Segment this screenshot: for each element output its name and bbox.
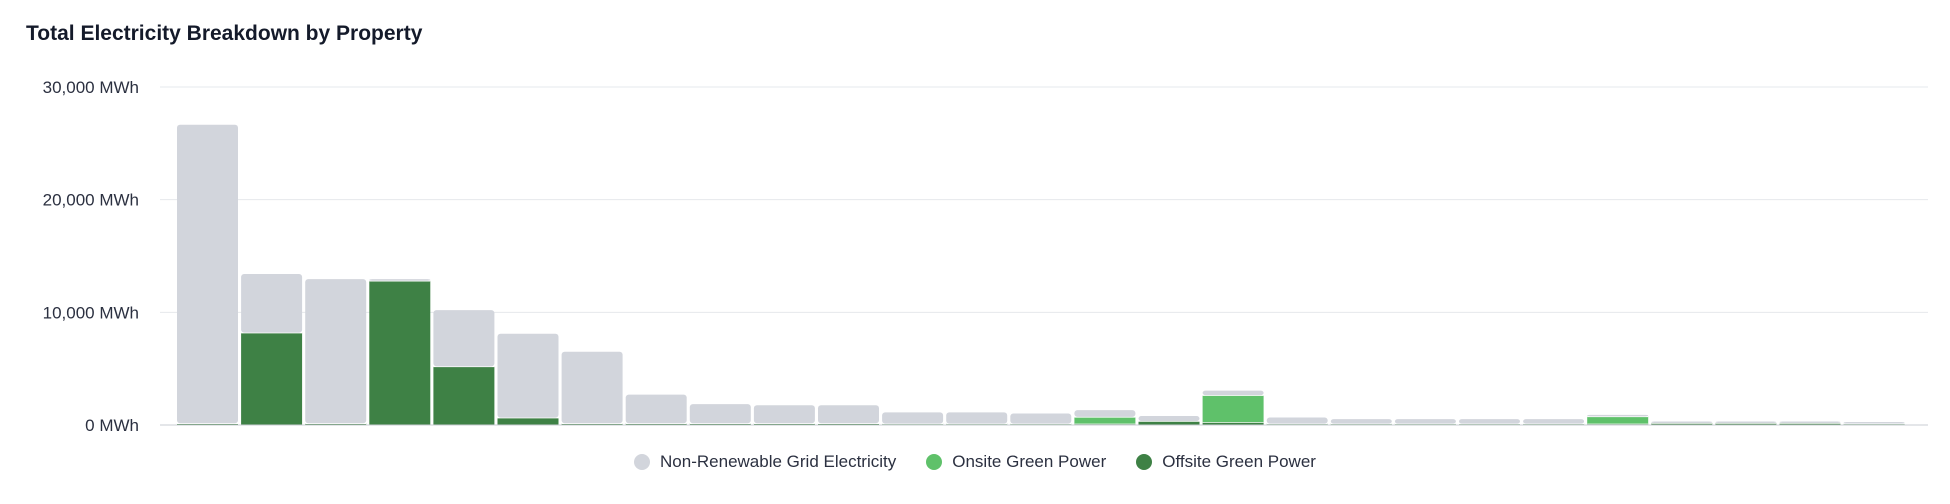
- legend-swatch: [1136, 454, 1153, 470]
- y-tick-label: 30,000 MWh: [43, 78, 139, 97]
- bar-segment: [241, 332, 303, 425]
- bar-segment: [818, 423, 879, 425]
- legend-swatch: [634, 454, 651, 470]
- bar-segment: [1779, 421, 1841, 423]
- bar-segment: [1587, 414, 1649, 417]
- bar-segment: [561, 423, 623, 425]
- bar-segment: [1715, 421, 1777, 423]
- bar-segment: [1587, 416, 1649, 424]
- bar-segment: [1459, 419, 1520, 424]
- legend-item[interactable]: Offsite Green Power: [1136, 452, 1316, 472]
- legend-swatch: [926, 454, 943, 470]
- y-axis-ticks: 0 MWh 10,000 MWh 20,000 MWh 30,000 MWh: [43, 78, 139, 435]
- bar-segment: [1779, 422, 1841, 425]
- bar-segment: [1202, 422, 1264, 425]
- bar-segment: [177, 124, 238, 424]
- bar-segment: [433, 310, 495, 367]
- bar-segment: [1651, 421, 1713, 423]
- y-tick-label: 0 MWh: [85, 416, 139, 435]
- y-tick-label: 20,000 MWh: [43, 191, 139, 210]
- bar-segment: [1266, 417, 1328, 424]
- bar-segment: [1138, 415, 1200, 422]
- bar-segment: [1394, 419, 1456, 424]
- bar-segment: [1010, 413, 1072, 424]
- bar-segment: [305, 423, 367, 425]
- bars: [177, 124, 1905, 425]
- legend-label: Onsite Green Power: [952, 452, 1107, 471]
- bar-segment: [241, 274, 303, 333]
- legend-label: Non-Renewable Grid Electricity: [660, 452, 897, 471]
- bar-segment: [497, 333, 559, 418]
- bar-segment: [625, 394, 687, 424]
- bar-segment: [369, 279, 431, 281]
- legend-item[interactable]: Non-Renewable Grid Electricity: [634, 452, 896, 472]
- bar-segment: [753, 405, 815, 424]
- bar-segment: [177, 423, 238, 425]
- bar-segment: [1523, 419, 1585, 424]
- bar-segment: [497, 417, 559, 425]
- gridlines: [160, 86, 1928, 313]
- bar-segment: [1202, 395, 1264, 423]
- bar-segment: [689, 404, 751, 424]
- bar-segment: [1330, 419, 1392, 424]
- bar-segment: [625, 423, 687, 425]
- bar-segment: [1843, 422, 1905, 424]
- bar-segment: [1651, 422, 1713, 425]
- legend-item[interactable]: Onsite Green Power: [926, 452, 1106, 472]
- bar-segment: [818, 405, 879, 424]
- bar-segment: [305, 279, 367, 424]
- legend-label: Offsite Green Power: [1162, 452, 1316, 471]
- bar-segment: [882, 412, 944, 424]
- bar-segment: [689, 423, 751, 425]
- bar-segment: [1715, 422, 1777, 425]
- bar-segment: [753, 423, 815, 425]
- y-tick-label: 10,000 MWh: [43, 303, 139, 322]
- bar-segment: [1202, 390, 1264, 396]
- bar-segment: [1138, 421, 1200, 425]
- bar-segment: [1074, 410, 1136, 417]
- legend: Non-Renewable Grid Electricity Onsite Gre…: [0, 450, 1950, 474]
- bar-segment: [561, 351, 623, 424]
- bar-segment: [369, 280, 431, 425]
- bar-segment: [1074, 416, 1136, 424]
- bar-segment: [433, 366, 495, 425]
- bar-chart: 0 MWh 10,000 MWh 20,000 MWh 30,000 MWh: [43, 78, 1928, 435]
- bar-segment: [946, 412, 1008, 424]
- chart-title: Total Electricity Breakdown by Property: [26, 22, 423, 45]
